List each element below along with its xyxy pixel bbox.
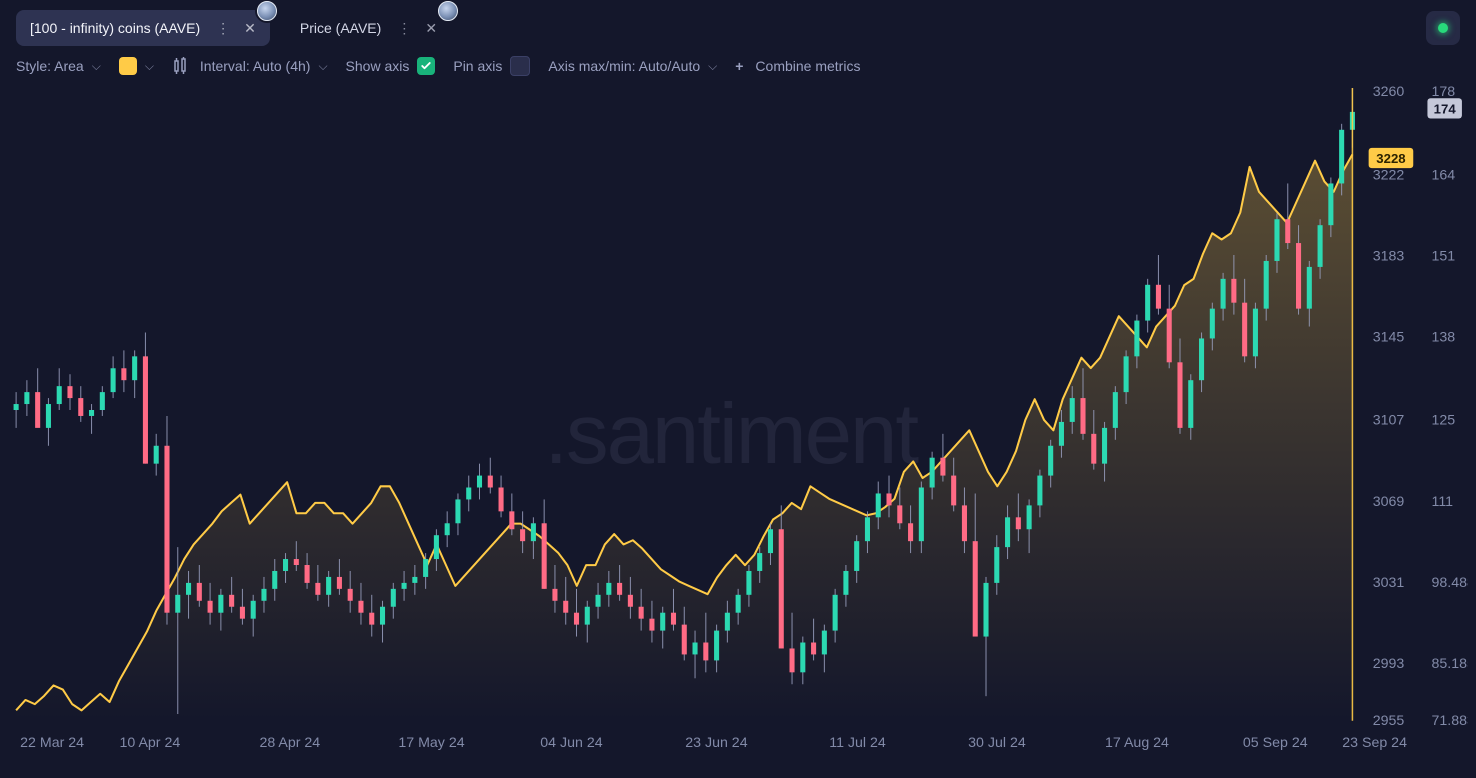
svg-text:30 Jul 24: 30 Jul 24 xyxy=(968,735,1026,751)
svg-text:3107: 3107 xyxy=(1373,413,1405,429)
svg-text:3069: 3069 xyxy=(1373,494,1405,510)
chart-svg: .santiment 22 Mar 24 10 Apr 24 28 Apr 24 17 … xyxy=(8,84,1468,773)
tabs-bar: [100 - infinity) coins (AAVE) ⋮ ✕ Price … xyxy=(0,0,1476,52)
candles-icon xyxy=(172,56,192,76)
svg-text:85.185: 85.185 xyxy=(1432,656,1469,672)
plus-icon: + xyxy=(735,58,743,74)
svg-text:.santiment: .santiment xyxy=(544,387,919,482)
combine-metrics-button[interactable]: + Combine metrics xyxy=(735,58,860,74)
tab-label: Price (AAVE) xyxy=(300,20,381,36)
svg-text:3183: 3183 xyxy=(1373,248,1405,264)
status-dot-icon xyxy=(1438,23,1448,33)
pin-axis-label: Pin axis xyxy=(453,58,502,74)
interval-dropdown[interactable]: Interval: Auto (4h) ⌵ xyxy=(172,56,328,76)
pin-axis-toggle[interactable]: Pin axis xyxy=(453,56,530,76)
svg-text:2993: 2993 xyxy=(1373,656,1405,672)
style-label: Style: Area xyxy=(16,58,84,74)
svg-text:3145: 3145 xyxy=(1373,330,1405,346)
color-dropdown[interactable]: ⌵ xyxy=(119,57,154,75)
eth-icon xyxy=(438,1,458,21)
svg-text:3260: 3260 xyxy=(1373,84,1405,100)
svg-text:2955: 2955 xyxy=(1373,713,1405,729)
combine-label: Combine metrics xyxy=(755,58,860,74)
svg-text:111: 111 xyxy=(1432,494,1454,510)
svg-text:138: 138 xyxy=(1432,330,1456,346)
svg-text:3031: 3031 xyxy=(1373,575,1405,591)
chevron-down-icon: ⌵ xyxy=(318,59,327,74)
svg-text:125: 125 xyxy=(1432,413,1456,429)
svg-text:11 Jul 24: 11 Jul 24 xyxy=(829,735,886,751)
svg-text:17 Aug 24: 17 Aug 24 xyxy=(1105,735,1169,751)
color-swatch xyxy=(119,57,137,75)
close-icon[interactable]: ✕ xyxy=(244,20,256,37)
axis-range-dropdown[interactable]: Axis max/min: Auto/Auto ⌵ xyxy=(548,58,717,74)
svg-text:151: 151 xyxy=(1432,248,1456,264)
connection-status[interactable] xyxy=(1426,11,1460,45)
interval-label: Interval: Auto (4h) xyxy=(200,58,311,74)
eth-icon xyxy=(257,1,277,21)
svg-text:3222: 3222 xyxy=(1373,167,1405,183)
svg-text:3228: 3228 xyxy=(1376,151,1405,166)
svg-text:10 Apr 24: 10 Apr 24 xyxy=(120,735,181,751)
svg-text:17 May 24: 17 May 24 xyxy=(398,735,464,751)
svg-text:98.488: 98.488 xyxy=(1432,575,1469,591)
chart-container[interactable]: .santiment 22 Mar 24 10 Apr 24 28 Apr 24 17 … xyxy=(8,84,1468,773)
chevron-down-icon: ⌵ xyxy=(708,59,717,74)
style-dropdown[interactable]: Style: Area ⌵ xyxy=(16,58,101,74)
chart-toolbar: Style: Area ⌵ ⌵ Interval: Auto (4h) ⌵ Sh… xyxy=(0,52,1476,84)
checkbox-off-icon xyxy=(510,56,530,76)
tab-menu-icon[interactable]: ⋮ xyxy=(397,20,411,37)
axis-range-label: Axis max/min: Auto/Auto xyxy=(548,58,700,74)
chevron-down-icon: ⌵ xyxy=(92,59,101,74)
svg-text:71.883: 71.883 xyxy=(1432,713,1469,729)
svg-text:05 Sep 24: 05 Sep 24 xyxy=(1243,735,1308,751)
tab-menu-icon[interactable]: ⋮ xyxy=(216,20,230,37)
tab-metric-1[interactable]: [100 - infinity) coins (AAVE) ⋮ ✕ xyxy=(16,10,270,46)
show-axis-toggle[interactable]: Show axis xyxy=(346,57,436,75)
show-axis-label: Show axis xyxy=(346,58,410,74)
svg-text:178: 178 xyxy=(1432,84,1456,100)
tab-metric-2[interactable]: Price (AAVE) ⋮ ✕ xyxy=(286,10,451,46)
svg-text:28 Apr 24: 28 Apr 24 xyxy=(259,735,320,751)
svg-text:164: 164 xyxy=(1432,167,1456,183)
svg-text:174: 174 xyxy=(1434,101,1457,116)
svg-text:23 Jun 24: 23 Jun 24 xyxy=(685,735,747,751)
close-icon[interactable]: ✕ xyxy=(425,20,437,37)
svg-text:22 Mar 24: 22 Mar 24 xyxy=(20,735,84,751)
chevron-down-icon: ⌵ xyxy=(145,59,154,74)
svg-text:04 Jun 24: 04 Jun 24 xyxy=(540,735,602,751)
checkbox-on-icon xyxy=(417,57,435,75)
svg-text:23 Sep 24: 23 Sep 24 xyxy=(1342,735,1407,751)
tab-label: [100 - infinity) coins (AAVE) xyxy=(30,20,200,36)
